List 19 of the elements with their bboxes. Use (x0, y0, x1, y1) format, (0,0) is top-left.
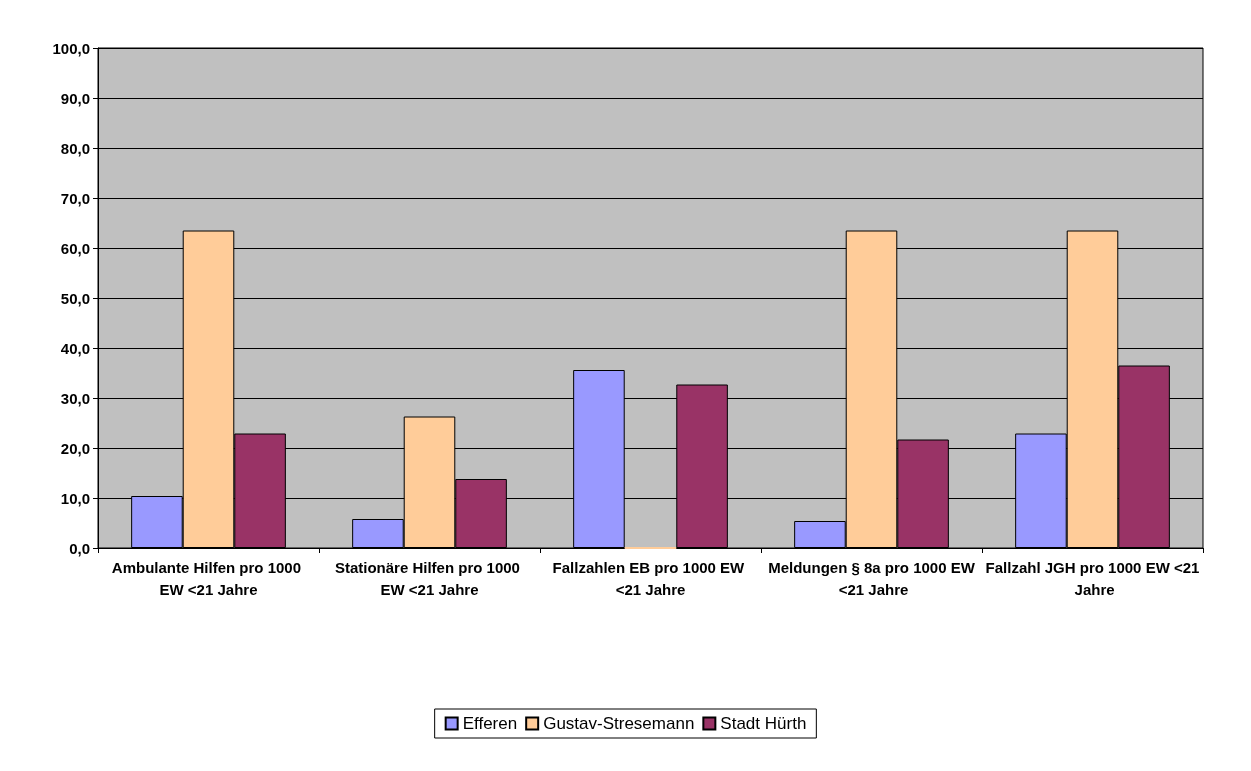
y-tick-label: 100,0 (52, 39, 90, 57)
x-tick-label: Stationäre Hilfen pro 1000 EW <21 Jahre (334, 558, 525, 598)
y-tick-label: 80,0 (60, 139, 90, 157)
y-tick-label: 20,0 (60, 439, 90, 457)
x-tick-label: Meldungen § 8a pro 1000 EW <21 Jahre (768, 558, 976, 598)
y-tick-label: 30,0 (60, 389, 90, 407)
x-tick-label: Fallzahl JGH pro 1000 EW <21 Jahre (985, 558, 1200, 598)
x-tick-label: Fallzahlen EB pro 1000 EW <21 Jahre (552, 558, 749, 598)
y-tick-label: 10,0 (60, 489, 90, 507)
y-tick-label: 0,0 (69, 539, 90, 557)
y-tick-label: 60,0 (60, 239, 90, 257)
legend-label: Stadt Hürth (720, 714, 807, 733)
legend-label: Efferen (462, 714, 518, 733)
x-tick-label: Ambulante Hilfen pro 1000 EW <21 Jahre (111, 558, 306, 598)
y-tick-label: 90,0 (60, 89, 90, 107)
y-tick-label: 40,0 (60, 339, 90, 357)
legend-label: Gustav-Stresemann (543, 714, 695, 733)
y-tick-label: 50,0 (60, 289, 90, 307)
y-tick-label: 70,0 (60, 189, 90, 207)
